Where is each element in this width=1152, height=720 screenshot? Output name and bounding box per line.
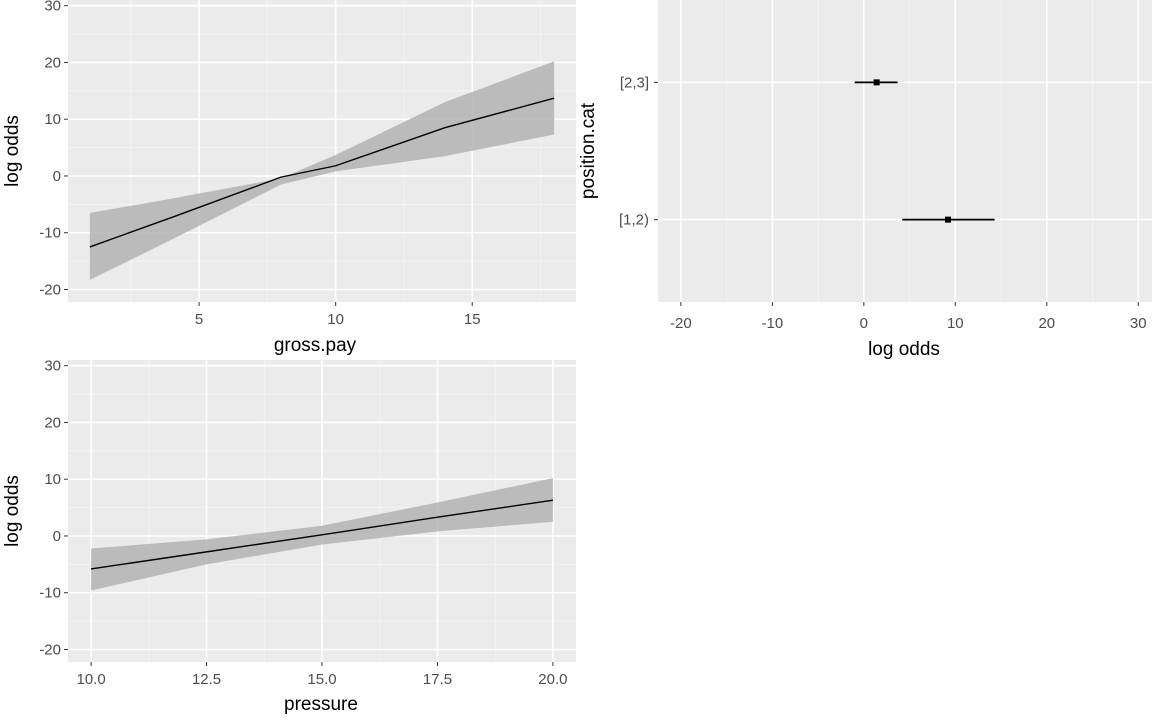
x-tick-label: 10: [947, 315, 964, 332]
y-tick-label: 30: [44, 0, 61, 15]
x-tick-label: 15.0: [307, 671, 336, 688]
y-tick-label: 10: [44, 111, 61, 128]
plot-pressure: 10.0 12.5 15.0 17.5 20.0 -20 -10 0 10 20 30 pressu…: [2, 358, 576, 715]
axis-ticks: 5 10 15 -20 -10 0 10 20 30: [39, 0, 480, 328]
y-tick-label: -10: [39, 585, 61, 602]
x-tick-label: 12.5: [192, 671, 221, 688]
confidence-ribbon: [89, 61, 555, 280]
plot-position-cat: -20 -10 0 10 20 30 [1,2) [2,3] log odds positio…: [578, 0, 1152, 360]
x-tick-label: -20: [670, 315, 692, 332]
estimate-point: [873, 79, 880, 86]
y-tick-label: 30: [44, 358, 61, 375]
y-tick-label: -10: [39, 225, 61, 242]
x-tick-label: 15: [464, 311, 481, 328]
y-tick-label: 10: [44, 471, 61, 488]
x-axis-title: log odds: [868, 339, 940, 360]
y-tick-label: 20: [44, 414, 61, 431]
y-tick-label: 20: [44, 54, 61, 71]
x-tick-label: 10.0: [76, 671, 105, 688]
y-axis-title: log odds: [2, 475, 23, 547]
x-tick-label: 0: [860, 315, 868, 332]
axis-ticks: 10.0 12.5 15.0 17.5 20.0 -20 -10 0 10 20 30: [39, 358, 567, 688]
y-tick-label: 0: [53, 168, 61, 185]
y-axis-title: log odds: [2, 115, 23, 187]
x-tick-label: -10: [762, 315, 784, 332]
y-tick-label: [1,2): [619, 212, 649, 229]
x-axis-title: gross.pay: [274, 335, 357, 356]
panel-background: [658, 0, 1152, 302]
plot-gross-pay: 5 10 15 -20 -10 0 10 20 30 gross.pay log odds: [2, 0, 576, 356]
x-tick-label: 17.5: [423, 671, 452, 688]
x-tick-label: 20: [1038, 315, 1055, 332]
x-tick-label: 30: [1130, 315, 1147, 332]
estimate-point: [944, 216, 951, 223]
x-axis-title: pressure: [284, 694, 358, 715]
x-tick-label: 20.0: [538, 671, 567, 688]
y-tick-label: -20: [39, 642, 61, 659]
y-tick-label: -20: [39, 282, 61, 299]
fit-line: [89, 97, 555, 248]
y-tick-label: 0: [53, 528, 61, 545]
x-tick-label: 10: [327, 311, 344, 328]
y-axis-title: position.cat: [578, 102, 599, 199]
fit-line: [90, 499, 554, 570]
point-ranges: [854, 79, 995, 223]
panel-background: [68, 0, 576, 302]
x-tick-label: 5: [195, 311, 203, 328]
gridlines: [658, 0, 1152, 302]
y-tick-label: [2,3]: [620, 74, 649, 91]
axis-ticks: -20 -10 0 10 20 30 [1,2) [2,3]: [619, 74, 1147, 332]
